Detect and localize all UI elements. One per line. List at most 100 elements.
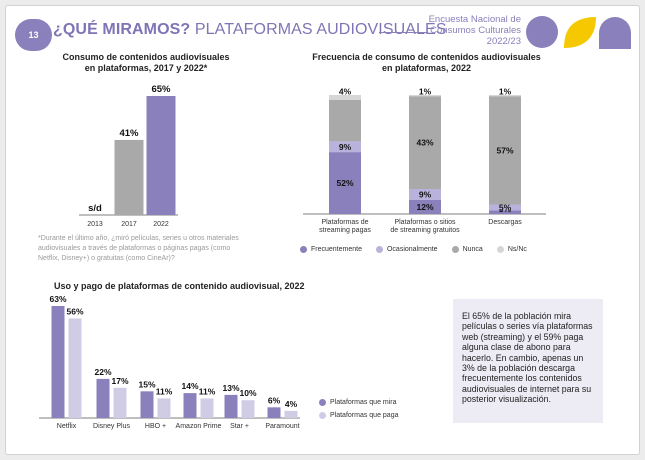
tick-label: Plataformas o sitios [394,219,456,226]
legend-item: Plataformas que mira [319,396,399,409]
bar [146,96,176,215]
bar-segment [329,152,361,214]
data-label: 12% [416,202,433,212]
tick-label: streaming pagas [319,227,371,234]
bar-segment [489,96,521,205]
chart-consumo: s/d 2013 41% 2017 65% 2022 [79,84,178,228]
bar-segment [489,204,521,211]
data-label: 5% [499,202,512,212]
legend-item: Ocasionalmente [375,246,438,253]
bar-segment [329,141,361,153]
survey-line-1: Encuesta Nacional de [428,14,521,25]
bar-segment [409,95,441,97]
legend-item: Nunca [451,246,483,253]
data-label: 15% [138,379,155,389]
tick-label: Descargas [488,219,522,226]
bar-segment [489,95,521,97]
legend-item: Plataformas que paga [319,409,399,422]
title-divider [379,32,428,33]
legend-item: Frecuentemente [300,246,362,253]
chart2-title-line1: Frecuencia de consumo de contenidos audi… [312,52,541,62]
bar [96,378,110,418]
data-label: 13% [222,383,239,393]
tick-label: 2022 [153,221,169,228]
data-label: 1% [499,87,512,97]
data-label: s/d [88,203,102,214]
legend-swatch [319,412,326,419]
chart3-title: Uso y pago de plataformas de contenido a… [54,281,305,291]
bar [157,398,171,418]
legend-swatch [375,246,383,253]
data-label: 9% [339,142,352,152]
data-label: 41% [119,128,139,139]
deco-leaf-icon [564,17,596,48]
page-title-bold: ¿QUÉ MIRAMOS? [53,21,191,38]
decorative-shapes [526,16,631,49]
data-label: 11% [199,386,216,396]
bar [241,400,255,418]
data-label: 6% [268,395,281,405]
deco-circle-icon [526,16,558,48]
tick-label: Paramount [265,423,299,430]
deco-arch-icon [599,17,631,49]
legend-swatch [496,246,504,253]
chart1-title: Consumo de contenidos audiovisuales en p… [36,52,256,74]
chart3-legend: Plataformas que mira Plataformas que pag… [319,396,399,422]
data-label: 11% [156,386,173,396]
data-label: 17% [111,376,128,386]
data-label: 4% [285,399,298,409]
chart2-title-line2: en plataformas, 2022 [381,63,472,73]
data-label: 9% [419,189,432,199]
tick-label: Netflix [57,423,77,430]
callout-text: El 65% de la población mira películas o … [462,311,593,405]
bar-segment [329,95,361,100]
data-label: 52% [336,178,353,188]
data-label: 22% [94,367,111,377]
bar [140,391,154,418]
bar-segment [409,96,441,190]
survey-line-3: 2022/23 [486,36,521,47]
data-label: 1% [419,87,432,97]
page-title: ¿QUÉ MIRAMOS? PLATAFORMAS AUDIOVISUALES [53,21,447,39]
chart1-title-line1: Consumo de contenidos audiovisuales [62,52,230,62]
bar [224,394,238,418]
survey-name: Encuesta Nacional de Consumos Culturales… [416,14,521,47]
data-label: 4% [339,87,352,97]
data-label: 57% [496,145,513,155]
bar-segment [409,189,441,200]
tick-label: Plataformas de [321,219,368,226]
report-page: 13 ¿QUÉ MIRAMOS? PLATAFORMAS AUDIOVISUAL… [5,5,640,455]
legend-label: Nunca [462,246,483,253]
data-label: 56% [66,306,83,316]
bar-segment [489,210,521,214]
legend-swatch [319,399,326,406]
bar [267,407,281,418]
chart1-title-line2: en plataformas, 2017 y 2022* [84,63,208,73]
bar [200,398,214,418]
legend-swatch [451,246,459,253]
tick-label: 2013 [87,221,103,228]
bar-segment [329,99,361,142]
legend-item: Ns/Nc [496,246,527,253]
legend-label: Frecuentemente [311,246,362,253]
data-label: 10% [239,388,256,398]
chart2-title: Frecuencia de consumo de contenidos audi… [294,52,559,74]
legend-label: Plataformas que mira [330,399,397,406]
tick-label: HBO + [145,423,166,430]
survey-line-2: Consumos Culturales [430,25,521,36]
tick-label: de streaming gratuitos [390,227,460,234]
footnote: *Durante el último año, ¿miró películas,… [38,235,239,262]
legend-swatch [300,246,307,253]
data-label: 14% [181,381,198,391]
bar [183,393,197,418]
bar [113,387,127,418]
tick-label: Amazon Prime [176,423,222,430]
page-number-badge: 13 [15,19,52,51]
bar-segment [409,199,441,214]
tick-label: Star + [230,423,249,430]
bar [68,318,82,418]
callout-box: El 65% de la población mira películas o … [453,299,603,423]
page-title-rest: PLATAFORMAS AUDIOVISUALES [194,21,447,38]
